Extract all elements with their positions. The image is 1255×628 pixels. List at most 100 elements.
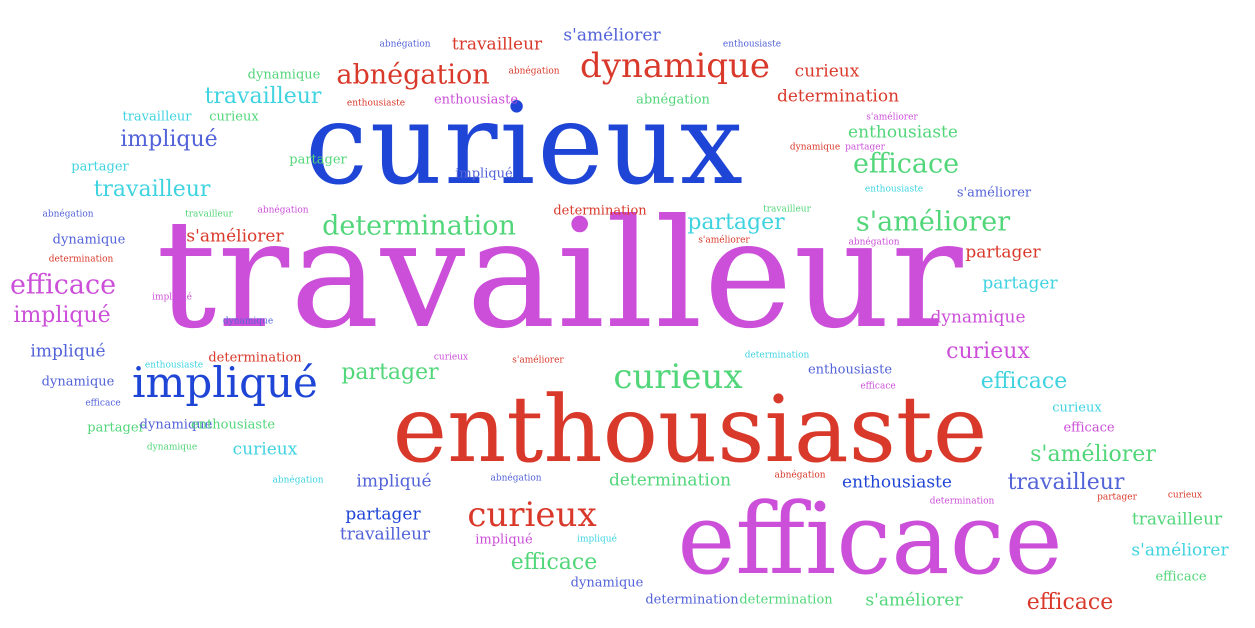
word-implique: impliqué	[30, 341, 106, 362]
word-curieux: travailleur	[339, 524, 431, 545]
word-curieux: partager	[345, 504, 421, 525]
word-efficace: efficace	[980, 369, 1068, 394]
word-curieux: curieux	[794, 61, 860, 82]
word-enthousiaste: enthousiaste	[807, 362, 893, 378]
word-dynamique: dynamique	[247, 67, 321, 83]
word-efficace: s'améliorer	[1131, 540, 1229, 561]
word-enthousiaste: enthousiaste	[848, 122, 958, 143]
word-implique: impliqué	[13, 303, 111, 328]
word-s-ameliorer: s'améliorer	[698, 235, 750, 246]
word-curieux: curieux	[433, 352, 469, 363]
word-determination: s'améliorer	[865, 590, 963, 611]
word-determination: determination	[744, 350, 810, 361]
word-abnegation: abnégation	[336, 59, 490, 91]
word-efficace: determination	[645, 592, 739, 608]
word-partager: dynamique	[139, 417, 213, 433]
word-determination: partager	[1097, 492, 1137, 503]
word-implique: abnégation	[490, 473, 542, 484]
word-s-ameliorer: s'améliorer	[866, 112, 918, 123]
word-enthousiaste: travailleur	[1007, 470, 1125, 495]
word-implique: impliqué	[455, 166, 513, 182]
word-s-ameliorer: s'améliorer	[855, 206, 1011, 238]
word-partager: partager	[289, 152, 347, 168]
word-travailleur: travailleur	[763, 204, 811, 215]
word-dynamique: curieux	[232, 439, 298, 460]
word-enthousiaste: enthousiaste	[864, 184, 924, 195]
word-travailleur: travailleur	[93, 177, 211, 202]
word-abnegation: abnégation	[848, 237, 900, 248]
word-efficace: efficace	[860, 381, 896, 392]
word-abnegation: abnégation	[257, 205, 309, 216]
word-s-ameliorer: s'améliorer	[956, 185, 1032, 201]
word-s-ameliorer: s'améliorer	[512, 355, 564, 366]
word-determination: abnégation	[774, 470, 826, 481]
word-partager: partager	[341, 360, 439, 385]
word-dynamique: dynamique	[789, 142, 841, 153]
word-implique: impliqué	[152, 292, 192, 303]
word-efficace: dynamique	[146, 442, 198, 453]
word-dynamique: dynamique	[579, 46, 771, 86]
word-enthousiaste: enthousiaste	[346, 98, 406, 109]
word-abnegation: abnégation	[508, 66, 560, 77]
word-abnegation: determination	[608, 470, 732, 491]
word-efficace: efficace	[677, 483, 1063, 597]
word-travailleur: travailleur	[156, 188, 964, 362]
word-enthousiaste: enthousiaste	[722, 39, 782, 50]
word-s-ameliorer: abnégation	[272, 475, 324, 486]
word-partager: partager	[687, 210, 785, 235]
word-abnegation: abnégation	[42, 209, 94, 220]
word-dynamique: efficace	[85, 398, 121, 409]
word-travailleur: impliqué	[475, 532, 533, 548]
word-partager: partager	[965, 242, 1041, 263]
word-determination: determination	[48, 254, 114, 265]
word-determination: determination	[322, 210, 516, 242]
word-implique: impliqué	[120, 127, 218, 152]
word-abnegation: enthousiaste	[842, 472, 952, 493]
word-dynamique: efficace	[1155, 569, 1207, 585]
word-determination: determination	[553, 203, 647, 219]
word-abnegation: abnégation	[379, 39, 431, 50]
word-travailleur: travailleur	[122, 109, 192, 125]
word-curieux: curieux	[946, 339, 1030, 364]
word-partager: partager	[982, 273, 1058, 294]
word-abnegation: impliqué	[356, 471, 432, 492]
word-s-ameliorer: s'améliorer	[186, 226, 284, 247]
word-determination: determination	[208, 350, 302, 366]
word-enthousiaste: enthousiaste	[144, 360, 204, 371]
word-enthousiaste: efficace	[1063, 420, 1115, 436]
word-partager: curieux	[1167, 490, 1203, 501]
word-implique: travailleur	[1131, 509, 1223, 530]
word-dynamique: dynamique	[930, 307, 1026, 328]
word-partager: curieux	[467, 495, 597, 535]
word-enthousiaste: enthousiaste	[433, 92, 519, 108]
word-abnegation: abnégation	[636, 92, 710, 108]
word-dynamique: dynamique	[222, 316, 274, 327]
word-implique: impliqué	[577, 534, 617, 545]
word-dynamique: enthousiaste	[190, 417, 276, 433]
word-determination: determination	[739, 592, 833, 608]
word-travailleur: efficace	[510, 550, 598, 575]
word-dynamique: dynamique	[52, 232, 126, 248]
word-travailleur: travailleur	[451, 34, 543, 55]
word-curieux: s'améliorer	[1030, 442, 1156, 467]
word-travailleur: determination	[929, 496, 995, 507]
word-efficace: curieux	[1052, 400, 1102, 416]
word-efficace: efficace	[852, 148, 960, 180]
word-efficace: efficace	[9, 269, 117, 301]
word-partager: partager	[71, 159, 129, 175]
word-implique: impliqué	[132, 358, 318, 407]
word-s-ameliorer: s'améliorer	[563, 25, 661, 46]
word-s-ameliorer: efficace	[1026, 590, 1114, 615]
word-travailleur: travailleur	[204, 84, 322, 109]
word-curieux: curieux	[305, 80, 745, 210]
word-curieux: partager	[87, 420, 145, 436]
word-curieux: curieux	[613, 357, 743, 397]
word-determination: determination	[776, 86, 900, 107]
word-enthousiaste: enthousiaste	[392, 376, 988, 483]
word-travailleur: travailleur	[185, 209, 233, 220]
word-implique: dynamique	[41, 374, 115, 390]
word-curieux: curieux	[209, 109, 259, 125]
word-partager: partager	[845, 142, 885, 153]
word-s-ameliorer: dynamique	[570, 575, 644, 591]
